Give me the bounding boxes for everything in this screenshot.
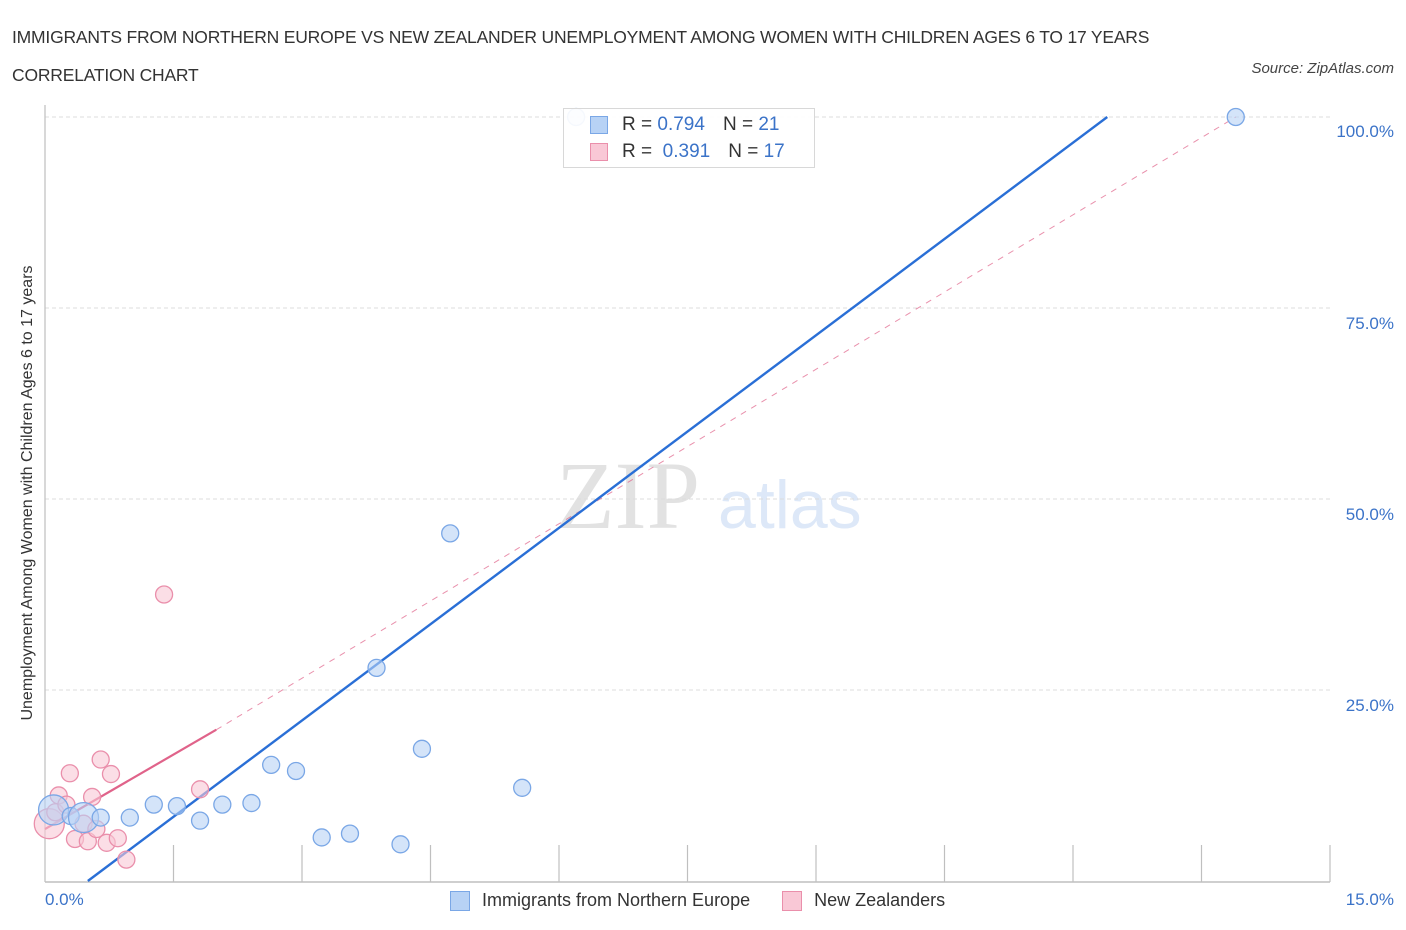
data-point [91,808,110,827]
y-tick-75: 75.0% [1345,314,1394,333]
legend-row-immigrants: R = 0.794 N = 21 [590,113,779,137]
data-point [101,764,121,784]
blue-swatch-icon [450,890,470,911]
data-point [1226,107,1245,127]
n-value: 17 [763,141,785,162]
legend-label: New Zealanders [814,890,946,910]
data-point [391,835,410,854]
legend-row-new-zealanders: R = 0.391 N = 17 [590,140,785,164]
r-value: 0.794 [657,114,705,135]
n-value: 21 [758,114,780,135]
data-point [286,761,306,781]
n-label: N = [722,114,754,135]
data-point [117,850,136,869]
data-point [242,793,261,813]
x-tick-0: 0.0% [45,890,84,909]
y-tick-100: 100.0% [1336,122,1394,141]
r-value: 0.391 [662,141,711,162]
data-point [213,795,232,814]
watermark-atlas: atlas [718,467,862,543]
data-point [441,524,460,543]
data-point [91,750,110,769]
data-point [312,828,331,847]
data-point [190,811,210,830]
data-point [412,739,432,758]
data-point [154,585,174,604]
pink-trend-extension [216,116,1237,731]
data-point [513,778,532,797]
data-point [167,796,187,816]
blue-trendline [87,116,1108,882]
blue-swatch-icon [590,116,608,134]
n-label: N = [728,141,759,162]
gridlines [45,116,1330,691]
data-point [190,780,210,799]
legend-item-new-zealanders[interactable]: New Zealanders [782,890,945,911]
y-tick-25: 25.0% [1345,696,1394,715]
y-tick-50: 50.0% [1345,505,1394,524]
pink-swatch-icon [590,143,608,161]
chart-title: IMMIGRANTS FROM NORTHERN EUROPE VS NEW Z… [12,27,1150,85]
data-point [340,824,360,843]
pink-swatch-icon [782,890,803,911]
r-label: R = [622,141,653,162]
stats-legend: R = 0.794 N = 21 R = 0.391 N = 17 [563,108,815,168]
series-new-zealanders [33,585,210,869]
watermark-zip: ZIP [556,442,700,549]
legend-label: Immigrants from Northern Europe [482,890,751,910]
data-point [262,755,281,775]
series-legend: Immigrants from Northern Europe New Zeal… [450,890,977,911]
r-label: R = [622,114,653,135]
data-point [144,795,163,814]
legend-item-immigrants[interactable]: Immigrants from Northern Europe [450,890,750,911]
data-point [367,658,386,677]
series-immigrants-northern-europe [37,107,1245,854]
x-tick-marks [172,845,1331,882]
data-point [108,829,127,848]
source-credit: Source: ZipAtlas.com [1251,60,1394,77]
x-tick-15: 15.0% [1345,890,1394,909]
data-point [60,764,79,783]
data-point [120,808,139,827]
